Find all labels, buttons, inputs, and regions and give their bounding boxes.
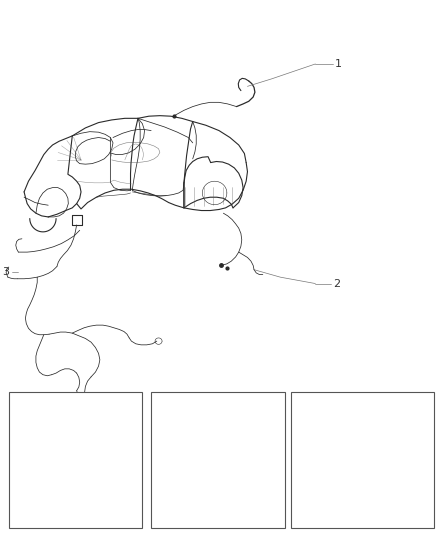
Bar <box>291 392 434 528</box>
Text: 2: 2 <box>333 279 340 288</box>
Text: 1: 1 <box>335 59 342 69</box>
Text: 5: 5 <box>212 504 219 514</box>
Text: 6: 6 <box>359 495 366 505</box>
Bar <box>151 392 285 528</box>
Text: 3: 3 <box>2 267 9 277</box>
Text: 4: 4 <box>70 495 77 505</box>
Bar <box>9 392 142 528</box>
